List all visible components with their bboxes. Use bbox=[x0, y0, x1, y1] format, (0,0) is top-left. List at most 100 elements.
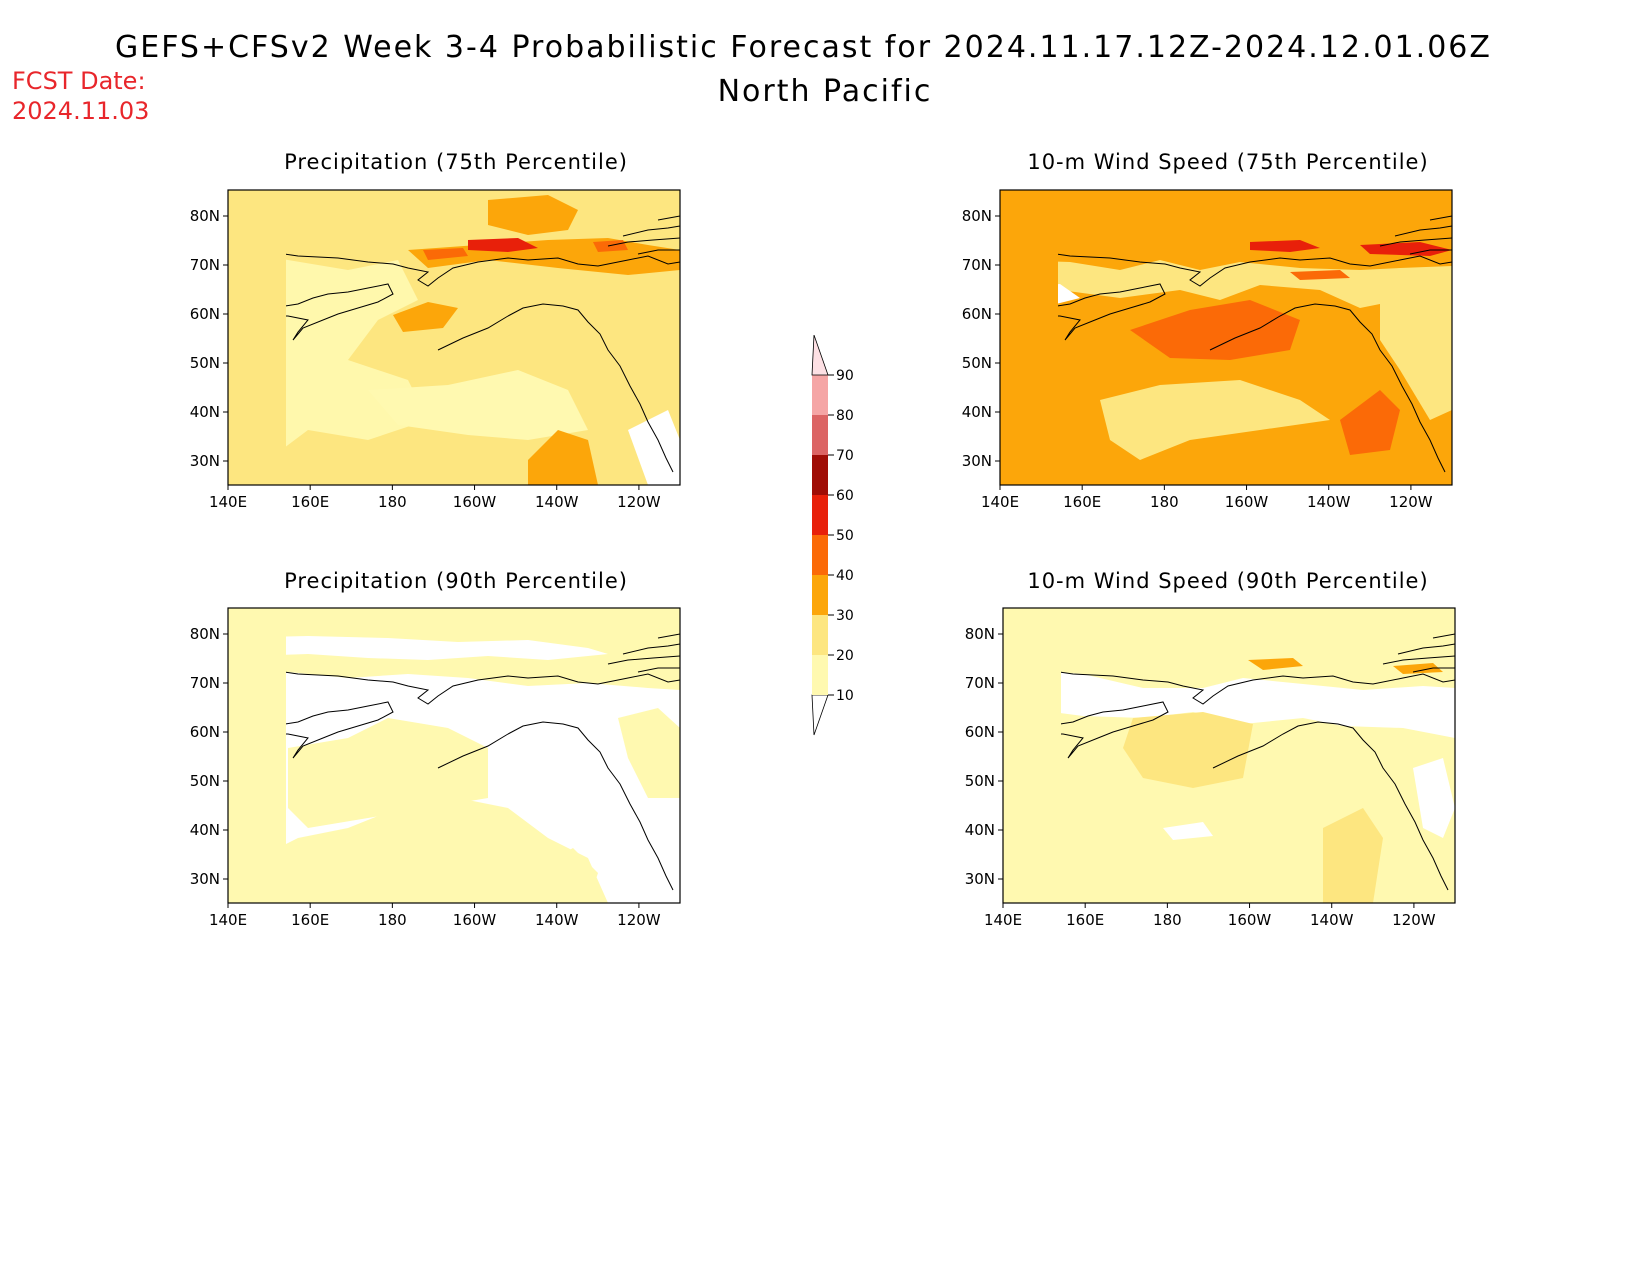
lon-tick-label: 160W bbox=[453, 911, 497, 929]
coastline-kamchatka bbox=[1058, 283, 1166, 341]
panel-title-wind90: 10-m Wind Speed (90th Percentile) bbox=[1027, 569, 1429, 593]
contour-20-30 bbox=[1123, 712, 1253, 788]
colorbar-tick-label: 40 bbox=[836, 568, 854, 584]
contour-below-10 bbox=[1061, 672, 1455, 738]
lon-tick-label: 160E bbox=[291, 911, 329, 929]
lat-tick-label: 70N bbox=[190, 256, 220, 274]
lat-tick-label: 70N bbox=[965, 674, 995, 692]
map-panel-wind75: 140E 160E 180 160W 140W 120W 80N 70N 60N 50N 40N 30… bbox=[962, 189, 1453, 511]
lon-tick-label: 160E bbox=[1066, 911, 1104, 929]
lon-tick-label: 120W bbox=[617, 911, 661, 929]
lon-tick-label: 160E bbox=[1063, 493, 1101, 511]
contour-20-30 bbox=[1058, 260, 1452, 310]
lon-tick-label: 140W bbox=[1310, 911, 1354, 929]
colorbar-segment bbox=[812, 495, 828, 535]
colorbar-tick-label: 80 bbox=[836, 408, 854, 424]
coastline-arctic bbox=[1058, 253, 1453, 287]
coastlines bbox=[286, 633, 681, 891]
map-frame bbox=[1002, 607, 1456, 904]
colorbar-tick-label: 70 bbox=[836, 448, 854, 464]
contour-10-20 bbox=[368, 370, 588, 440]
lat-tick-label: 30N bbox=[962, 452, 992, 470]
contour-10-20 bbox=[618, 708, 680, 798]
coastline-kamchatka bbox=[1061, 701, 1169, 759]
map-frame bbox=[227, 189, 681, 486]
contour-below-10 bbox=[1413, 758, 1455, 838]
map-panel-precip75: 140E 160E 180 160W 140W 120W 80N 70N 60N 50N 40N 30… bbox=[190, 189, 681, 511]
lat-tick-label: 60N bbox=[962, 305, 992, 323]
contour-fills bbox=[286, 636, 680, 903]
coastline-arctic bbox=[286, 671, 681, 705]
lon-tick-label: 160W bbox=[453, 493, 497, 511]
contour-40-50 bbox=[1290, 270, 1350, 280]
forecast-date-block: FCST Date: 2024.11.03 bbox=[12, 66, 149, 126]
contour-30-40 bbox=[1248, 658, 1303, 670]
contour-50-60 bbox=[468, 238, 538, 252]
forecast-date-label: FCST Date: bbox=[12, 67, 146, 95]
panel-title-wind75: 10-m Wind Speed (75th Percentile) bbox=[1027, 150, 1429, 174]
contour-30-40 bbox=[393, 302, 458, 332]
region-title: North Pacific bbox=[717, 74, 933, 109]
forecast-date-value: 2024.11.03 bbox=[12, 97, 150, 125]
contour-30-40 bbox=[1393, 663, 1443, 674]
map-frame bbox=[227, 607, 681, 904]
coastline-kamchatka bbox=[286, 701, 394, 759]
lat-tick-label: 40N bbox=[190, 821, 220, 839]
contour-40-50 bbox=[423, 248, 468, 260]
lat-tick-label: 80N bbox=[190, 207, 220, 225]
coastline-arctic bbox=[286, 253, 681, 287]
lon-tick-label: 120W bbox=[1392, 911, 1436, 929]
map-frame bbox=[999, 189, 1453, 486]
coastline-north-america bbox=[1209, 303, 1446, 473]
lon-tick-label: 160W bbox=[1225, 493, 1269, 511]
lon-tick-label: 160E bbox=[291, 493, 329, 511]
colorbar-lower-arrow bbox=[811, 694, 829, 736]
colorbar-tick-label: 50 bbox=[836, 528, 854, 544]
colorbar: 10 20 30 40 50 60 70 80 90 bbox=[811, 335, 854, 736]
lon-tick-label: 180 bbox=[1150, 493, 1179, 511]
lon-tick-label: 180 bbox=[378, 911, 407, 929]
lat-tick-label: 40N bbox=[962, 403, 992, 421]
lon-tick-label: 140E bbox=[981, 493, 1019, 511]
contour-40-50 bbox=[1130, 300, 1300, 360]
lat-tick-label: 50N bbox=[962, 354, 992, 372]
axes: 140E 160E 180 160W 140W 120W 80N 70N 60N 50N 40N 30… bbox=[962, 207, 1433, 511]
colorbar-segment bbox=[812, 455, 828, 495]
lat-tick-label: 60N bbox=[190, 305, 220, 323]
main-title: GEFS+CFSv2 Week 3-4 Probabilistic Foreca… bbox=[115, 30, 1492, 65]
lon-tick-label: 140W bbox=[535, 493, 579, 511]
contour-20-30 bbox=[1380, 290, 1452, 420]
colorbar-segment bbox=[812, 415, 828, 455]
colorbar-segment bbox=[812, 615, 828, 655]
axes: 140E 160E 180 160W 140W 120W 80N 70N 60N 50N 40N 30… bbox=[190, 625, 661, 929]
contour-30-40 bbox=[488, 195, 578, 235]
lat-tick-label: 30N bbox=[190, 452, 220, 470]
lon-tick-label: 180 bbox=[378, 493, 407, 511]
contour-fills bbox=[1058, 240, 1452, 460]
coastline-canadian-islands bbox=[607, 633, 681, 673]
lat-tick-label: 70N bbox=[962, 256, 992, 274]
axes: 140E 160E 180 160W 140W 120W 80N 70N 60N 50N 40N 30… bbox=[965, 625, 1436, 929]
contour-below-10 bbox=[628, 410, 680, 485]
lat-tick-label: 40N bbox=[190, 403, 220, 421]
map-plot-area bbox=[227, 607, 681, 904]
panel-title-precip75: Precipitation (75th Percentile) bbox=[284, 150, 628, 174]
colorbar-tick-label: 60 bbox=[836, 488, 854, 504]
contour-10-20 bbox=[288, 718, 488, 828]
map-plot-area bbox=[1002, 607, 1456, 904]
lat-tick-label: 50N bbox=[965, 772, 995, 790]
colorbar-tick-label: 30 bbox=[836, 608, 854, 624]
colorbar-segment bbox=[812, 375, 828, 415]
lat-tick-label: 60N bbox=[190, 723, 220, 741]
lat-tick-label: 50N bbox=[190, 354, 220, 372]
lon-tick-label: 120W bbox=[617, 493, 661, 511]
axes: 140E 160E 180 160W 140W 120W 80N 70N 60N 50N 40N 30… bbox=[190, 207, 661, 511]
contour-40-50 bbox=[1340, 390, 1400, 455]
lat-tick-label: 40N bbox=[965, 821, 995, 839]
contour-fills bbox=[1061, 658, 1455, 903]
coastline-canadian-islands bbox=[1379, 215, 1453, 255]
contour-fills bbox=[286, 195, 680, 485]
lon-tick-label: 140E bbox=[209, 493, 247, 511]
contour-20-30 bbox=[1323, 808, 1383, 903]
colorbar-tick-label: 10 bbox=[836, 688, 854, 704]
